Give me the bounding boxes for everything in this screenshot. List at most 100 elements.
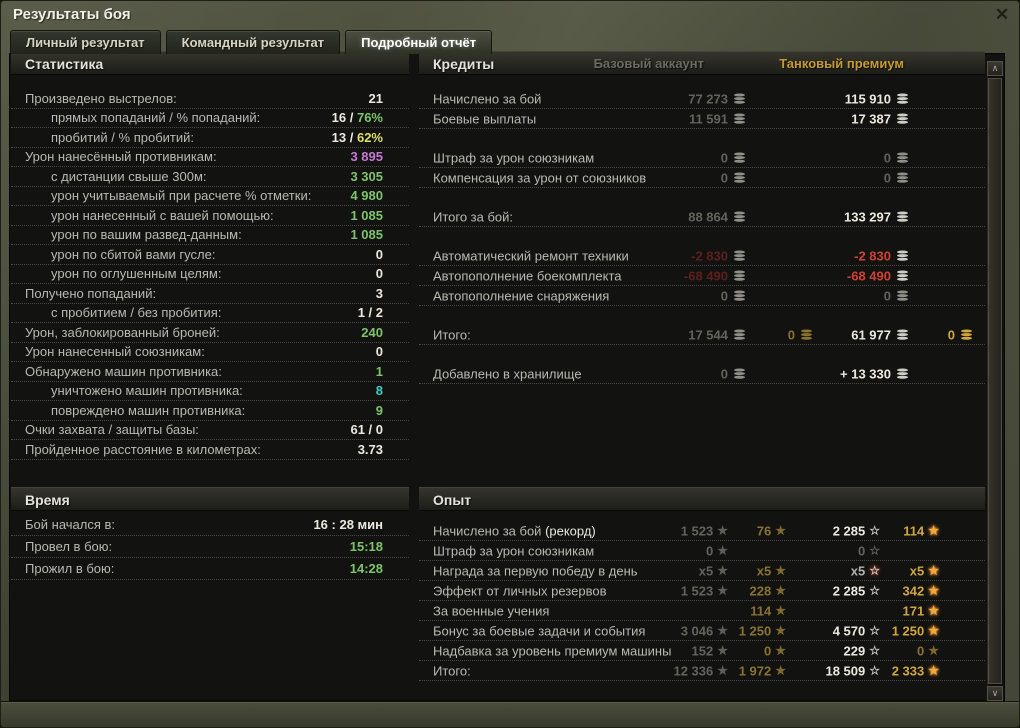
row-label: Произведено выстрелов: <box>25 90 177 106</box>
experience-amount: 1 523 <box>680 523 714 538</box>
experience-value-cell: 2 285 ☆ <box>833 583 880 598</box>
credits-amount: 0 <box>883 170 891 185</box>
value-part: 3 <box>375 285 383 301</box>
stat-row: прямых попаданий / % попаданий: 16 / 76% <box>11 109 409 128</box>
stat-row: Пройденное расстояние в километрах: 3.73 <box>11 440 409 460</box>
tab-detailed-report[interactable]: Подробный отчёт <box>345 30 493 54</box>
experience-amount: 3 046 <box>680 623 714 638</box>
credits-row: Боевые выплаты 11 591 17 387 <box>419 109 985 129</box>
scroll-up-icon[interactable]: ∧ <box>987 61 1003 76</box>
xp-star-icon: ★ <box>928 643 939 658</box>
experience-amount: 76 <box>756 523 772 538</box>
column-header-tank-premium: Танковый премиум <box>779 56 904 71</box>
credits-amount: 88 864 <box>688 209 728 224</box>
stat-row: Получено попаданий: 3 <box>11 284 409 304</box>
row-label: Пройденное расстояние в километрах: <box>25 441 261 457</box>
statistics-header: Статистика <box>11 51 409 75</box>
row-value: 1 / 2 <box>358 305 409 320</box>
credits-value-cell: -68 490 <box>847 268 909 283</box>
row-value: 3 <box>376 286 409 301</box>
window-title: Результаты боя <box>13 6 131 23</box>
xp-star-icon: ★ <box>928 603 939 618</box>
credits-value-cell: -2 830 <box>691 248 746 263</box>
xp-star-icon: ★ <box>928 563 939 578</box>
tab-personal-result[interactable]: Личный результат <box>10 30 161 54</box>
row-label: уничтожено машин противника: <box>51 383 243 399</box>
time-row: Провел в бою: 15:18 <box>11 536 409 558</box>
statistics-rows: Произведено выстрелов: 21 прямых попаданий… <box>11 89 409 460</box>
value-part: 0 <box>375 266 383 282</box>
experience-amount: 12 336 <box>673 663 714 678</box>
experience-value-cell: x5 ★ <box>699 563 728 578</box>
credits-coin-icon <box>733 113 746 124</box>
row-spacer <box>419 345 985 364</box>
row-label: Провел в бою: <box>25 539 113 554</box>
row-value: 3 305 <box>350 169 409 184</box>
credits-title: Кредиты <box>433 56 495 72</box>
xp-star-icon: ★ <box>775 663 786 678</box>
scroll-down-icon[interactable]: ∨ <box>987 686 1003 701</box>
experience-value-cell: 152 ★ <box>692 643 728 658</box>
row-label: урон по оглушенным целям: <box>51 266 222 282</box>
row-label: Итого за бой: <box>433 209 514 224</box>
row-label: Итого: <box>433 327 471 342</box>
experience-value-cell: 0 ☆ <box>858 543 880 558</box>
xp-star-icon: ☆ <box>869 583 880 598</box>
credits-amount: -2 830 <box>691 248 728 263</box>
experience-row: Бонус за боевые задачи и события 3 046 ★ 1 … <box>419 621 985 641</box>
credits-coin-icon <box>733 329 746 340</box>
xp-star-icon: ★ <box>775 523 786 538</box>
xp-star-icon: ★ <box>775 623 786 638</box>
experience-amount: 229 <box>843 643 866 658</box>
value-part: 16 : 28 мин <box>313 517 383 532</box>
experience-amount: 1 250 <box>891 623 925 638</box>
stat-row: повреждено машин противника: 9 <box>11 401 409 421</box>
experience-value-cell: 12 336 ★ <box>673 663 728 678</box>
experience-value-cell: 4 570 ☆ <box>833 623 880 638</box>
xp-star-icon: ★ <box>717 643 728 658</box>
tab-strip: Личный результат Командный результат Под… <box>10 30 493 54</box>
experience-value-cell: x5 ☆ <box>851 563 880 578</box>
credits-value-cell: 17 544 <box>688 327 746 342</box>
credits-amount: -68 490 <box>683 268 728 283</box>
credits-coin-icon <box>896 250 909 261</box>
experience-row: Начислено за бой (рекорд) 1 523 ★ 76 ★ 2 285 ☆… <box>419 521 985 541</box>
credits-coin-icon <box>896 152 909 163</box>
stat-row: урон нанесенный с вашей помощью: 1 085 <box>11 206 409 226</box>
experience-row: За военные учения 114 ★ 171 ★ <box>419 601 985 621</box>
close-icon[interactable]: ✕ <box>994 5 1010 24</box>
row-label: Автопополнение снаряжения <box>433 288 610 303</box>
experience-value-cell: 228 ★ <box>750 583 786 598</box>
row-value: 21 <box>369 91 409 106</box>
value-part: 61 / 0 <box>350 422 383 438</box>
row-spacer <box>419 227 985 246</box>
value-part: 16 / <box>331 110 357 126</box>
tab-team-result[interactable]: Командный результат <box>165 30 341 54</box>
credits-row: Итого: 17 544 0 61 977 0 <box>419 325 985 345</box>
time-section: Время Бой начался в: 16 : 28 мин Провел в … <box>11 487 409 580</box>
row-label: Награда за первую победу в день <box>433 563 638 578</box>
credits-coin-icon <box>896 329 909 340</box>
experience-value-cell: 0 ★ <box>764 643 786 658</box>
experience-value-cell: 1 972 ★ <box>739 663 786 678</box>
scrollbar-thumb[interactable] <box>988 78 1002 684</box>
row-label: Штраф за урон союзникам <box>433 150 595 165</box>
experience-section: Опыт Начислено за бой (рекорд) 1 523 ★ 76 ★ 2… <box>419 487 985 681</box>
row-value: 9 <box>376 403 409 418</box>
credits-value-cell: + 13 330 <box>840 366 909 381</box>
credits-section: Кредиты Базовый аккаунт Танковый премиум… <box>419 51 985 384</box>
row-label: урон нанесенный с вашей помощью: <box>51 207 274 223</box>
row-label: Бой начался в: <box>25 517 116 532</box>
stat-row: Урон нанесённый противникам: 3 895 <box>11 148 409 167</box>
experience-rows: Начислено за бой (рекорд) 1 523 ★ 76 ★ 2 285 ☆… <box>419 521 985 681</box>
experience-row: Штраф за урон союзникам 0 ★ 0 ☆ <box>419 541 985 561</box>
row-label: урон по вашим развед-данным: <box>51 227 242 243</box>
experience-row: Награда за первую победу в день x5 ★ x5 ★ x5 ☆… <box>419 561 985 581</box>
experience-amount: 114 <box>903 523 925 538</box>
experience-value-cell: 342 ★ <box>903 583 939 598</box>
titlebar: Результаты боя ✕ <box>1 1 1019 29</box>
row-value: 0 <box>376 266 409 281</box>
credits-coin-icon <box>896 290 909 301</box>
value-part: 0 <box>375 344 383 360</box>
credits-amount: 0 <box>883 150 891 165</box>
